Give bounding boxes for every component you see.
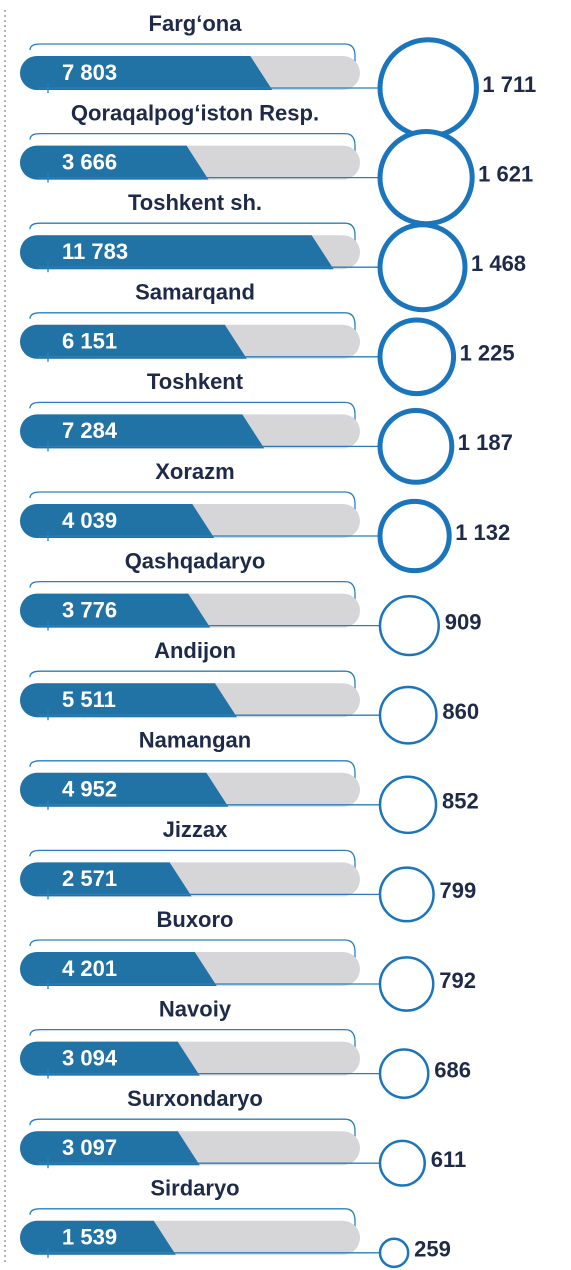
bubble-value: 611 xyxy=(431,1147,467,1172)
bubble xyxy=(377,408,455,485)
region-label: Surxondaryo xyxy=(127,1086,263,1111)
bar xyxy=(19,772,229,807)
bubble xyxy=(378,775,438,835)
bar-value: 5 511 xyxy=(62,687,116,712)
bar-value: 7 803 xyxy=(62,60,117,85)
bracket xyxy=(29,1208,356,1239)
bar xyxy=(20,56,273,90)
region-label: Qoraqalpog‘iston Resp. xyxy=(71,100,319,125)
bubble xyxy=(377,498,452,574)
bar xyxy=(19,324,247,359)
bubble-value: 1 132 xyxy=(455,520,510,545)
region-label: Farg‘ona xyxy=(149,11,243,36)
bubble-value: 909 xyxy=(445,609,482,634)
bracket xyxy=(29,491,356,522)
bar xyxy=(19,862,192,897)
bar-value: 4 952 xyxy=(62,777,117,802)
bubble xyxy=(377,222,468,313)
bar xyxy=(19,235,334,270)
bubble xyxy=(378,1139,426,1187)
bubble xyxy=(377,129,475,227)
bar-value: 7 284 xyxy=(62,418,118,443)
bar-value: 2 571 xyxy=(62,866,117,891)
bracket xyxy=(29,939,356,970)
bubble-value: 1 225 xyxy=(460,341,515,366)
bracket xyxy=(29,580,356,612)
bar xyxy=(20,504,215,538)
bar xyxy=(19,1041,200,1076)
bubble xyxy=(378,594,440,657)
bar-value: 3 776 xyxy=(62,597,117,622)
bubble-value: 686 xyxy=(434,1057,471,1082)
bar xyxy=(19,683,237,718)
bubble xyxy=(377,37,479,139)
region-label: Toshkent xyxy=(147,369,244,394)
bubble xyxy=(378,956,435,1012)
bubble xyxy=(378,1237,410,1269)
region-label: Navoiy xyxy=(159,996,232,1021)
bubble-value: 799 xyxy=(440,878,477,903)
bar xyxy=(19,145,209,180)
bubble xyxy=(378,685,438,745)
bubble-value: 1 621 xyxy=(478,161,533,186)
bubble-value: 792 xyxy=(439,968,476,993)
region-label: Jizzax xyxy=(163,817,229,842)
bar xyxy=(19,414,265,449)
bar xyxy=(20,952,217,986)
bar-value: 3 666 xyxy=(62,149,117,174)
bar xyxy=(19,1220,176,1255)
region-label: Qashqadaryo xyxy=(125,548,266,573)
bracket xyxy=(29,43,356,74)
bubble-value: 1 187 xyxy=(458,430,513,455)
region-label: Buxoro xyxy=(157,907,234,932)
bar-value: 11 783 xyxy=(62,239,128,264)
bubble xyxy=(378,866,435,923)
bracket xyxy=(29,401,356,433)
bubble xyxy=(377,317,457,397)
bar xyxy=(19,1131,200,1166)
bubble-value: 852 xyxy=(442,789,479,814)
region-label: Xorazm xyxy=(155,459,234,484)
bar-value: 4 201 xyxy=(62,956,117,981)
bar-value: 3 094 xyxy=(62,1045,118,1070)
bar-value: 1 539 xyxy=(62,1225,117,1250)
region-label: Namangan xyxy=(139,728,251,753)
bracket xyxy=(29,312,356,343)
bar-value: 6 151 xyxy=(62,329,117,354)
bubble-value: 259 xyxy=(414,1237,451,1262)
region-label: Toshkent sh. xyxy=(128,190,262,215)
bar-value: 4 039 xyxy=(62,508,117,533)
region-label: Sirdaryo xyxy=(150,1176,239,1201)
bar xyxy=(19,593,211,628)
bracket xyxy=(29,1118,356,1150)
region-label: Andijon xyxy=(154,638,236,663)
bracket xyxy=(29,760,356,791)
bubble xyxy=(378,1048,430,1099)
bracket xyxy=(29,849,356,881)
bracket xyxy=(29,1028,356,1060)
bubble-value: 1 711 xyxy=(482,72,536,97)
bubble-value: 860 xyxy=(442,699,479,724)
bar-value: 3 097 xyxy=(62,1135,117,1160)
bracket xyxy=(29,670,356,702)
region-label: Samarqand xyxy=(135,280,255,305)
bracket xyxy=(29,222,356,254)
bracket xyxy=(29,132,356,164)
bubble-value: 1 468 xyxy=(471,251,526,276)
